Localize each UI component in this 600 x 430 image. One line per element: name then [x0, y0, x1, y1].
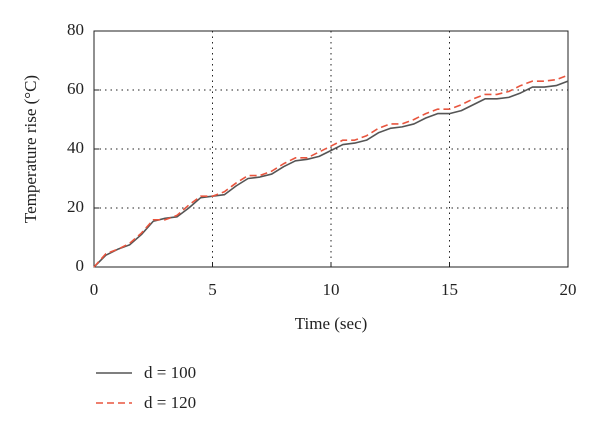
y-tick-label: 60	[67, 79, 84, 98]
y-tick-label: 80	[67, 20, 84, 39]
x-tick-label: 0	[90, 280, 99, 299]
plot-frame	[93, 30, 569, 268]
y-tick-label: 20	[67, 197, 84, 216]
x-tick-label: 10	[323, 280, 340, 299]
legend-label: d = 120	[144, 393, 196, 412]
x-tick-label: 20	[560, 280, 577, 299]
x-axis-label: Time (sec)	[295, 314, 368, 333]
x-tick-label: 5	[208, 280, 217, 299]
legend-label: d = 100	[144, 363, 196, 382]
data-line	[93, 80, 569, 268]
data-line	[93, 74, 569, 268]
x-tick-label: 15	[441, 280, 458, 299]
y-tick-label: 40	[67, 138, 84, 157]
y-axis-label: Temperature rise (°C)	[21, 75, 40, 223]
y-tick-label: 0	[76, 256, 85, 275]
